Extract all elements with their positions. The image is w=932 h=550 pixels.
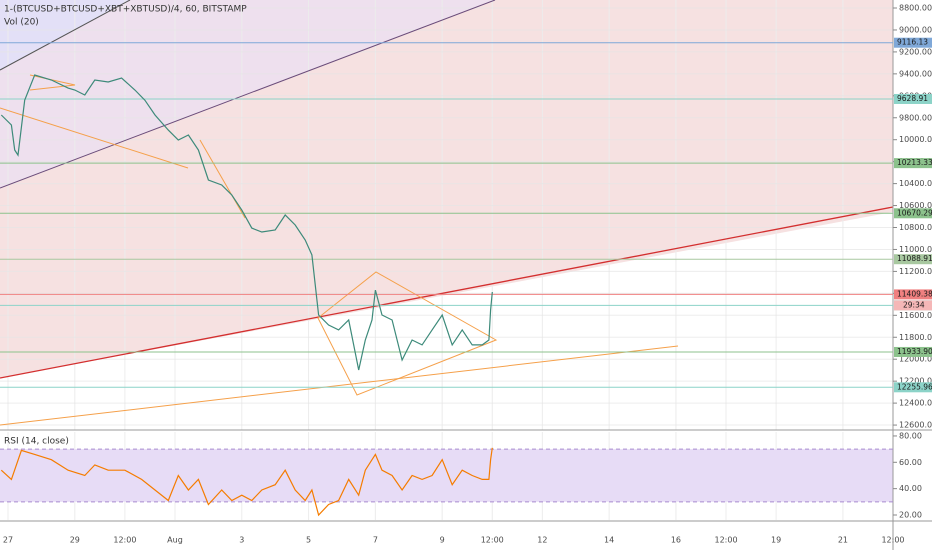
x-tick-label: 3 bbox=[239, 536, 244, 545]
price-level-badge bbox=[894, 158, 932, 169]
y-tick-label: 20.00 bbox=[899, 510, 922, 519]
y-tick-label: 8800.00 bbox=[899, 4, 932, 13]
x-tick-label: 12 bbox=[537, 536, 547, 545]
countdown-badge bbox=[894, 300, 932, 311]
y-tick-label: 10600.00 bbox=[899, 201, 932, 210]
y-tick-label: 80.00 bbox=[899, 431, 922, 440]
y-tick-label: 60.00 bbox=[899, 458, 922, 467]
indicator-label: RSI (14, close) bbox=[4, 437, 69, 447]
x-tick-label: 12:00 bbox=[714, 536, 737, 545]
x-tick-label: Aug bbox=[167, 536, 183, 545]
x-tick-label: 27 bbox=[3, 536, 13, 545]
price-level-label: 10213.33 bbox=[897, 158, 932, 167]
trend-line bbox=[0, 206, 894, 379]
x-tick-label: 12:00 bbox=[113, 536, 136, 545]
x-tick-label: 5 bbox=[306, 536, 311, 545]
y-tick-label: 9000.00 bbox=[899, 25, 932, 34]
trend-line bbox=[0, 0, 496, 189]
y-tick-label: 10400.00 bbox=[899, 179, 932, 188]
triangle-pattern bbox=[317, 271, 498, 396]
y-tick-label: 40.00 bbox=[899, 484, 922, 493]
price-level-label: 9628.91 bbox=[897, 94, 928, 103]
price-level-badge bbox=[894, 382, 932, 393]
x-tick-label: 9 bbox=[440, 536, 445, 545]
x-tick-label: 19 bbox=[771, 536, 781, 545]
y-tick-label: 11800.00 bbox=[899, 333, 932, 342]
price-level-label: 12255.96 bbox=[897, 382, 932, 391]
x-tick-label: 7 bbox=[373, 536, 378, 545]
x-tick-label: 14 bbox=[604, 536, 614, 545]
price-level-badge bbox=[894, 254, 932, 265]
price-level-label: 9116.13 bbox=[897, 38, 928, 47]
y-tick-label: 11600.00 bbox=[899, 311, 932, 320]
price-level-badge bbox=[894, 346, 932, 357]
trend-line bbox=[0, 345, 679, 426]
x-tick-label: 12:00 bbox=[481, 536, 504, 545]
price-level-badge bbox=[894, 289, 932, 300]
y-tick-label: 10000.00 bbox=[899, 135, 932, 144]
price-level-label: 11409.38 bbox=[897, 289, 932, 298]
price-level-badge bbox=[894, 93, 932, 104]
price-level-badge bbox=[894, 37, 932, 48]
y-tick-label: 11000.00 bbox=[899, 245, 932, 254]
series-line bbox=[0, 74, 493, 371]
trend-line bbox=[0, 107, 189, 169]
price-level-label: 10670.29 bbox=[897, 208, 932, 217]
pattern bbox=[199, 139, 246, 219]
x-tick-label: 29 bbox=[70, 536, 80, 545]
price-level-badge bbox=[894, 208, 932, 219]
y-tick-label: 12600.00 bbox=[899, 421, 932, 430]
y-tick-label: 9800.00 bbox=[899, 113, 932, 122]
y-tick-label: 12200.00 bbox=[899, 377, 932, 386]
x-tick-label: 21 bbox=[838, 536, 848, 545]
chart-title: 1-(BTCUSD+BTCUSD+XBT+XBTUSD)/4, 60, BITS… bbox=[4, 5, 247, 15]
countdown-label: 29:34 bbox=[903, 300, 925, 309]
x-tick-label: 12:00 bbox=[881, 536, 904, 545]
series-line bbox=[0, 447, 493, 517]
y-tick-label: 9400.00 bbox=[899, 69, 932, 78]
y-tick-label: 10800.00 bbox=[899, 223, 932, 232]
y-tick-label: 12400.00 bbox=[899, 399, 932, 408]
indicator-label: Vol (20) bbox=[4, 18, 39, 28]
x-tick-label: 16 bbox=[671, 536, 681, 545]
y-tick-label: 11200.00 bbox=[899, 267, 932, 276]
price-level-label: 11088.91 bbox=[897, 254, 932, 263]
price-level-label: 11933.90 bbox=[897, 347, 932, 356]
trend-line bbox=[0, 0, 131, 71]
rsi-band bbox=[0, 449, 893, 502]
y-tick-label: 9200.00 bbox=[899, 47, 932, 56]
y-tick-label: 12000.00 bbox=[899, 355, 932, 364]
